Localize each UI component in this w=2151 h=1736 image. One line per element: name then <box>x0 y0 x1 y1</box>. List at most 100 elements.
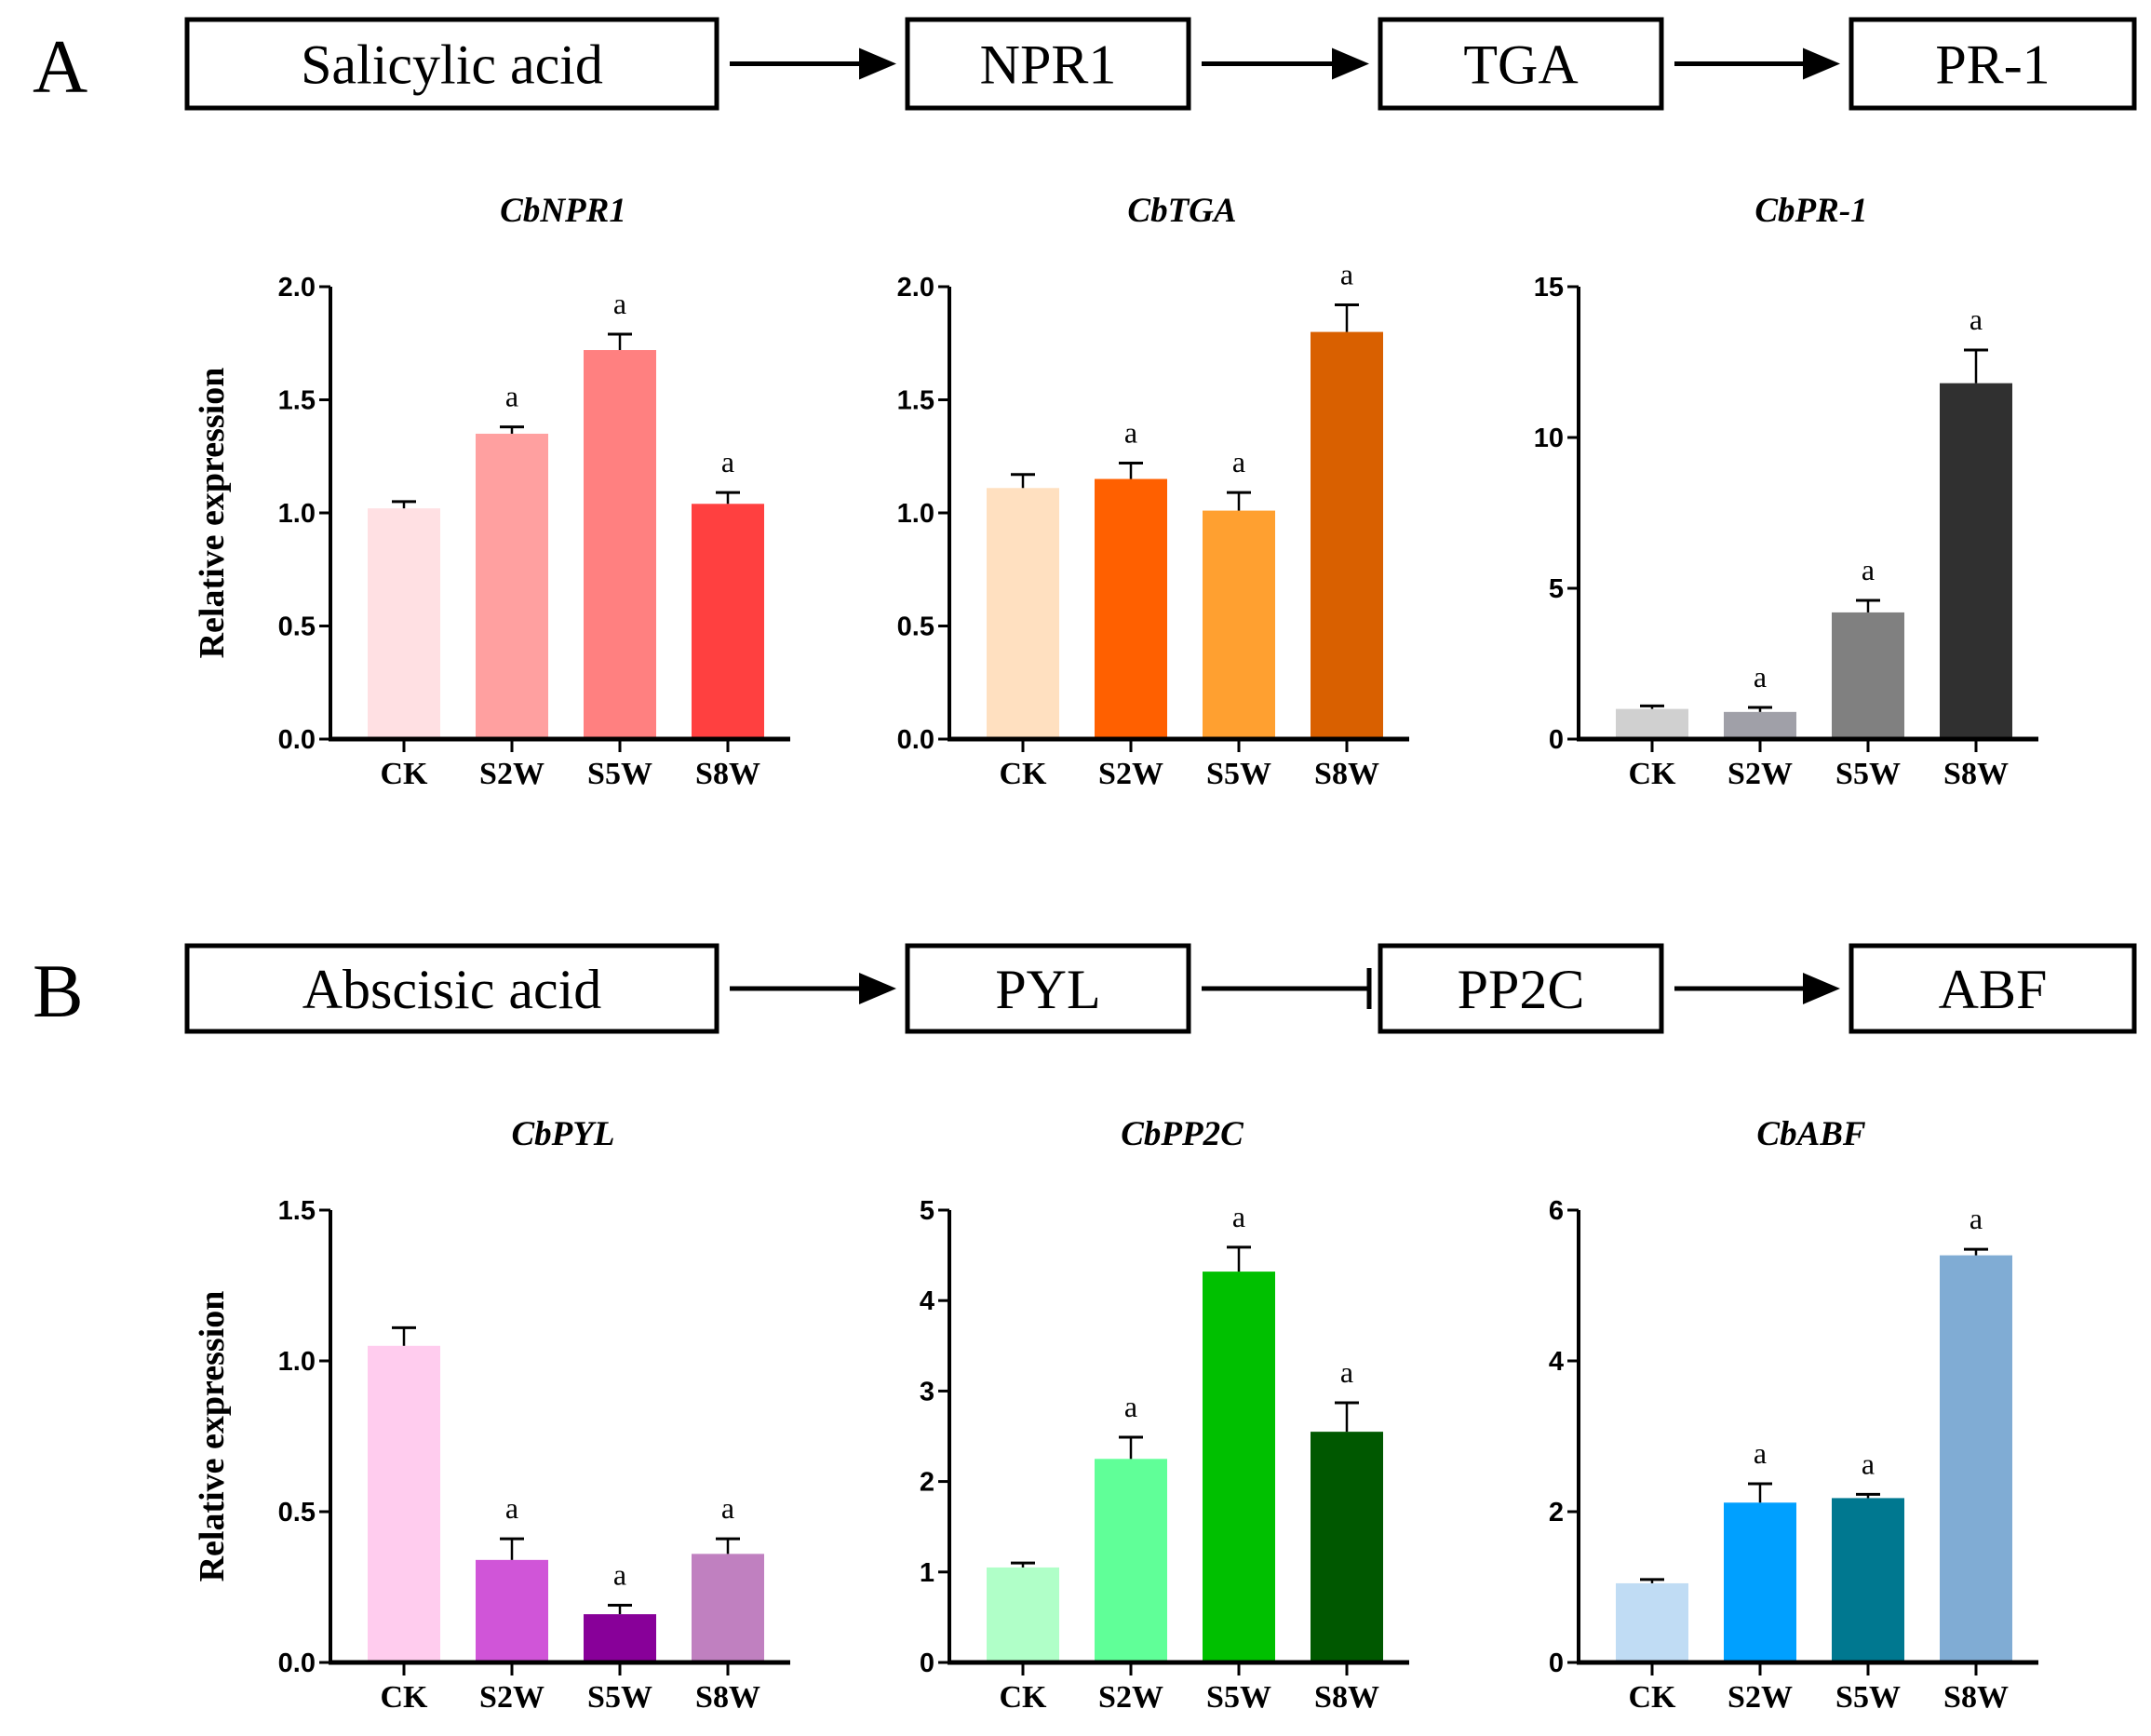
panel-label: B <box>33 949 84 1033</box>
bar-s2w <box>1095 1459 1167 1662</box>
pathway-box <box>1378 943 1664 1034</box>
significance-letter: a <box>1124 1390 1137 1423</box>
x-tick-label: CK <box>1000 1680 1048 1715</box>
arrow-head-icon <box>859 47 896 80</box>
bar-s2w <box>476 1559 548 1662</box>
x-tick-label: S8W <box>1943 757 2009 791</box>
y-axis-label: Relative expression <box>193 368 232 659</box>
bar-ck <box>987 488 1059 739</box>
x-tick-label: S5W <box>1835 757 1901 791</box>
x-tick-label: S8W <box>695 757 760 791</box>
bar-ck <box>1616 1582 1688 1662</box>
y-tick-label: 2.0 <box>897 273 934 303</box>
significance-letter: a <box>505 380 518 413</box>
y-tick-label: 5 <box>920 1196 934 1226</box>
y-tick-label: 0.5 <box>897 612 934 642</box>
chart-title: CbABF <box>1756 1115 1866 1153</box>
x-tick-label: S8W <box>695 1680 760 1715</box>
bar-s5w <box>1203 510 1275 739</box>
pathway-node-label: PP2C <box>1458 959 1585 1020</box>
panel-a-header: A Salicylic acid NPR1 TGA PR-1 <box>33 17 2137 111</box>
chart-cbpr-1: CbPR-1 CK a S2W a S5W a S8W 0 5 10 15 <box>1534 192 2038 791</box>
y-tick-label: 2 <box>1549 1498 1564 1527</box>
chart-title: CbPP2C <box>1121 1115 1244 1153</box>
y-tick-label: 4 <box>920 1286 934 1316</box>
y-tick-label: 0.5 <box>278 1498 316 1527</box>
significance-letter: a <box>1754 1436 1767 1470</box>
x-tick-label: CK <box>1629 1680 1677 1715</box>
pathway-node-label: ABF <box>1939 959 2048 1020</box>
y-tick-label: 1.0 <box>278 1347 316 1377</box>
bar-s2w <box>1095 478 1167 739</box>
significance-letter: a <box>721 1491 734 1525</box>
y-tick-label: 2 <box>920 1468 934 1498</box>
x-tick-label: S2W <box>479 757 544 791</box>
y-tick-label: 0.0 <box>897 725 934 755</box>
bar-ck <box>987 1567 1059 1662</box>
y-tick-label: 6 <box>1549 1196 1564 1226</box>
panel-b-header: B Abscisic acid PYL PP2C ABF <box>33 943 2137 1034</box>
pathway-box <box>1378 17 1664 111</box>
chart-cbnpr1: CbNPR1 Relative expression CK a S2W a S5W a S8W 0… <box>193 192 790 791</box>
y-tick-label: 1.0 <box>897 499 934 529</box>
significance-letter: a <box>613 287 626 320</box>
y-tick-label: 4 <box>1549 1347 1564 1377</box>
x-tick-label: CK <box>1629 757 1677 791</box>
bar-s5w <box>1832 612 1904 739</box>
y-tick-label: 1.5 <box>897 386 934 416</box>
chart-cbpp2c: CbPP2C CK a S2W a S5W a S8W 0 1 2 3 4 5 <box>920 1115 1409 1715</box>
pathway-box <box>1849 17 2137 111</box>
significance-letter: a <box>1970 303 1983 336</box>
bar-s8w <box>1940 383 2012 739</box>
x-tick-label: S5W <box>1206 1680 1271 1715</box>
bar-s8w <box>1311 1432 1383 1662</box>
chart-title: CbNPR1 <box>500 192 626 230</box>
bar-s8w <box>692 1554 764 1662</box>
y-tick-label: 1.5 <box>278 1196 316 1226</box>
chart-title: CbTGA <box>1127 192 1236 230</box>
arrow-head-icon <box>859 973 896 1004</box>
bar-s2w <box>1724 1502 1796 1662</box>
pathway-node-label: Abscisic acid <box>302 959 602 1020</box>
x-tick-label: CK <box>1000 757 1048 791</box>
bar-s5w <box>1203 1272 1275 1662</box>
x-tick-label: S5W <box>1835 1680 1901 1715</box>
chart-cbabf: CbABF CK a S2W a S5W a S8W 0 2 4 6 <box>1549 1115 2038 1715</box>
x-tick-label: S8W <box>1314 757 1379 791</box>
y-tick-label: 0.5 <box>278 612 316 642</box>
significance-letter: a <box>1124 416 1137 450</box>
y-tick-label: 0.0 <box>278 725 316 755</box>
x-tick-label: S2W <box>479 1680 544 1715</box>
y-tick-label: 1 <box>920 1558 934 1588</box>
y-tick-label: 0 <box>1549 1649 1564 1678</box>
arrow-head-icon <box>1803 47 1840 80</box>
significance-letter: a <box>1754 660 1767 693</box>
significance-letter: a <box>505 1491 518 1525</box>
y-axis-label: Relative expression <box>193 1291 232 1582</box>
pathway-box <box>184 17 719 111</box>
bar-ck <box>368 1345 440 1662</box>
pathway-node-label: PR-1 <box>1935 34 2050 96</box>
x-tick-label: S2W <box>1728 1680 1793 1715</box>
x-tick-label: S8W <box>1314 1680 1379 1715</box>
y-tick-label: 3 <box>920 1377 934 1406</box>
bar-s8w <box>1311 331 1383 739</box>
y-tick-label: 2.0 <box>278 273 316 303</box>
y-tick-label: 10 <box>1534 424 1564 453</box>
panel-label: A <box>33 24 87 109</box>
x-tick-label: S8W <box>1943 1680 2009 1715</box>
x-tick-label: CK <box>381 1680 429 1715</box>
x-tick-label: S2W <box>1728 757 1793 791</box>
significance-letter: a <box>1232 445 1245 478</box>
y-tick-label: 15 <box>1534 273 1564 303</box>
y-tick-label: 0 <box>920 1649 934 1678</box>
y-tick-label: 1.0 <box>278 499 316 529</box>
significance-letter: a <box>1232 1200 1245 1233</box>
pathway-node-label: TGA <box>1463 34 1578 96</box>
pathway-node-label: NPR1 <box>980 34 1117 96</box>
y-tick-label: 0.0 <box>278 1649 316 1678</box>
y-tick-label: 5 <box>1549 574 1564 604</box>
pathway-node-label: PYL <box>995 959 1100 1020</box>
bar-s5w <box>584 350 656 739</box>
